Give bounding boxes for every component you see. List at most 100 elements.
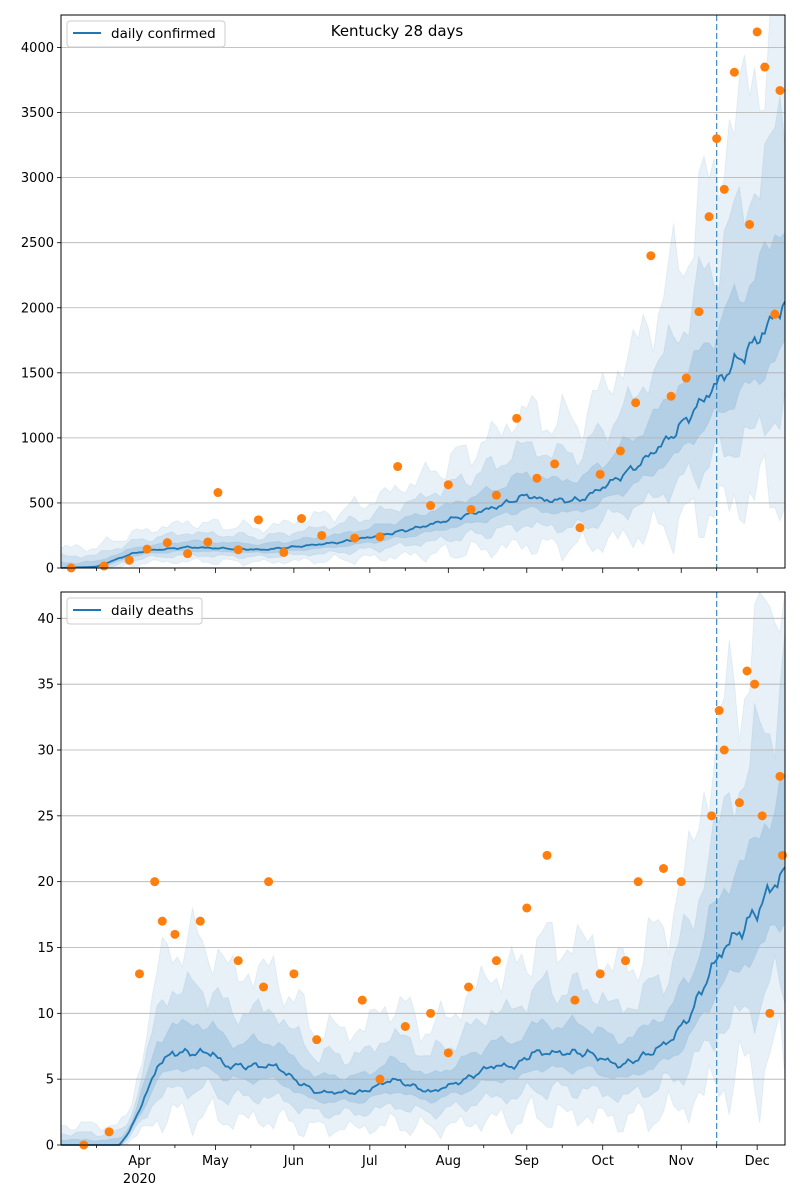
data-point <box>134 969 144 979</box>
y-tick-label: 500 <box>29 496 54 511</box>
deaths-line <box>61 866 786 1146</box>
data-point <box>233 545 243 555</box>
data-point <box>658 864 668 873</box>
y-tick-label: 3500 <box>21 106 54 121</box>
data-point <box>694 307 704 317</box>
data-point <box>765 1008 775 1018</box>
data-point <box>621 956 631 966</box>
data-point <box>745 219 755 229</box>
x-tick-label: May <box>202 1154 229 1169</box>
data-point <box>719 745 729 755</box>
series-line <box>60 301 786 569</box>
data-point <box>734 798 744 808</box>
data-point <box>466 504 476 514</box>
data-point <box>317 530 327 540</box>
data-point <box>350 533 360 543</box>
data-point <box>124 555 134 565</box>
y-tick-label: 15 <box>37 941 54 956</box>
y-tick-label: 1000 <box>21 431 54 446</box>
y-tick-label: 2500 <box>21 236 54 251</box>
data-point <box>150 877 160 887</box>
confirmed-points <box>66 27 785 573</box>
x-tick-label: Nov <box>669 1154 695 1169</box>
data-point <box>595 969 605 979</box>
y-tick-label: 0 <box>46 562 54 577</box>
data-point <box>491 490 501 500</box>
y-tick-label: 10 <box>37 1007 54 1022</box>
data-point <box>777 850 787 860</box>
data-point <box>633 877 643 887</box>
y-tick-label: 4000 <box>21 41 54 56</box>
y-tick-label: 25 <box>37 809 54 824</box>
data-point <box>681 373 691 383</box>
data-point <box>233 956 243 966</box>
data-point <box>264 877 274 887</box>
data-point <box>393 462 403 472</box>
data-point <box>162 538 172 548</box>
data-point <box>631 398 641 408</box>
data-point <box>157 916 167 926</box>
data-point <box>296 514 306 524</box>
chart-title: Kentucky 28 days <box>331 22 464 40</box>
deaths-points <box>79 666 787 1150</box>
data-point <box>575 523 585 533</box>
deaths-y-axis: 0 5 10 15 20 25 30 35 40 <box>37 612 61 1154</box>
x-tick-label: Jul <box>361 1154 378 1169</box>
data-point <box>142 544 152 554</box>
confirmed-y-axis: 0 500 1000 1500 2000 2500 3000 3500 4000 <box>21 41 61 577</box>
data-point <box>570 995 580 1005</box>
data-point <box>707 811 717 821</box>
data-point <box>729 67 739 77</box>
data-point <box>203 537 213 547</box>
y-tick-label: 2000 <box>21 301 54 316</box>
data-point <box>183 549 193 559</box>
data-point <box>676 877 686 887</box>
data-point <box>213 488 223 498</box>
confirmed-axes-frame <box>60 14 786 569</box>
y-tick-label: 0 <box>46 1139 54 1154</box>
y-tick-label: 30 <box>37 744 54 759</box>
y-tick-label: 5 <box>46 1073 54 1088</box>
deaths-legend: daily deaths <box>66 597 203 625</box>
x-tick-label: Jun <box>283 1154 304 1169</box>
data-point <box>522 903 532 913</box>
data-point <box>375 532 385 542</box>
data-point <box>400 1022 410 1031</box>
y-tick-label: 3000 <box>21 171 54 186</box>
data-point <box>443 480 453 490</box>
data-point <box>491 956 501 966</box>
data-point <box>532 473 542 483</box>
deaths-x-axis: Apr May Jun Jul Aug Sep Oct Nov Dec <box>96 1145 770 1169</box>
data-point <box>550 459 560 469</box>
data-point <box>719 184 729 194</box>
data-point <box>253 515 263 525</box>
data-point <box>595 469 605 479</box>
data-point <box>170 929 180 939</box>
data-point <box>775 85 785 95</box>
data-point <box>704 212 714 222</box>
confirmed-legend-label: daily confirmed <box>111 26 216 42</box>
data-point <box>775 771 785 781</box>
data-point <box>742 666 752 676</box>
x-tick-label: Oct <box>591 1154 613 1169</box>
deaths-legend-label: daily deaths <box>111 603 194 619</box>
data-point <box>615 446 625 456</box>
x-tick-label: Apr <box>128 1154 151 1169</box>
data-point <box>752 27 762 37</box>
data-point <box>757 811 767 821</box>
confirmed-line <box>60 301 786 569</box>
data-point <box>542 850 552 860</box>
deaths-panel: 0 5 10 15 20 25 30 35 40 Apr May Jun Jul Aug Sep Oct No… <box>37 590 787 1187</box>
series-line <box>61 866 786 1146</box>
data-point <box>714 706 724 715</box>
data-point <box>712 134 722 144</box>
x-tick-label: Sep <box>515 1154 540 1169</box>
confirmed-legend: daily confirmed <box>66 20 226 48</box>
data-point <box>289 969 299 979</box>
y-tick-label: 1500 <box>21 366 54 381</box>
data-point <box>375 1074 385 1084</box>
data-point <box>426 501 436 511</box>
data-point <box>426 1008 436 1018</box>
data-point <box>646 251 656 261</box>
